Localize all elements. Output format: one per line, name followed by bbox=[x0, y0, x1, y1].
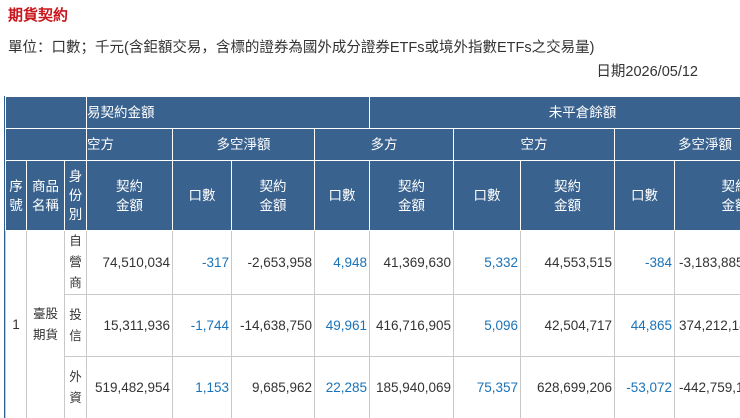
cell-identity: 自營商 bbox=[63, 230, 88, 295]
cell-oi-short-lots[interactable]: 5,332 bbox=[453, 230, 522, 295]
table-row: 1 臺股期貨 自營商 74,510,034 -317 -2,653,958 4,… bbox=[5, 230, 740, 418]
cell-oi-long-lots[interactable]: 49,961 bbox=[314, 294, 371, 357]
futures-table: 易契約金額 未平倉餘額 空方 多空淨額 多方 空方 多空淨額 序號 商品名稱 身… bbox=[5, 96, 740, 418]
header-short: 空方 bbox=[86, 128, 174, 161]
cell-seq: 1 bbox=[5, 230, 27, 418]
cell-oi-net-lots[interactable]: -53,072 bbox=[614, 356, 676, 418]
header-seq: 序號 bbox=[5, 160, 27, 231]
header-trading-group: 易契約金額 bbox=[86, 96, 371, 129]
table-row: 外資 519,482,954 1,153 9,685,962 22,285 18… bbox=[6, 356, 740, 418]
cell-oi-long-amount: 41,369,630 bbox=[369, 230, 455, 295]
header-short-amount: 契約金額 bbox=[86, 160, 174, 231]
header-oi-long: 多方 bbox=[314, 128, 455, 161]
cell-oi-net-lots[interactable]: -384 bbox=[614, 230, 676, 295]
cell-net-lots[interactable]: 1,153 bbox=[172, 356, 233, 418]
futures-table-container[interactable]: 易契約金額 未平倉餘額 空方 多空淨額 多方 空方 多空淨額 序號 商品名稱 身… bbox=[4, 96, 740, 418]
cell-identity: 投信 bbox=[63, 294, 88, 357]
header-net: 多空淨額 bbox=[172, 128, 316, 161]
cell-short-amount: 15,311,936 bbox=[86, 294, 174, 357]
cell-oi-short-lots[interactable]: 5,096 bbox=[453, 294, 522, 357]
cell-oi-net-amount: -3,183,885 bbox=[674, 230, 740, 295]
header-identity: 身份別 bbox=[63, 160, 88, 231]
header-oi-short: 空方 bbox=[453, 128, 616, 161]
header-oi-long-amount: 契約金額 bbox=[369, 160, 455, 231]
cell-product: 臺股期貨 bbox=[26, 230, 65, 418]
cell-oi-long-lots[interactable]: 4,948 bbox=[314, 230, 371, 295]
header-oi-short-amount: 契約金額 bbox=[520, 160, 616, 231]
cell-short-amount: 74,510,034 bbox=[86, 230, 174, 295]
report-date: 日期2026/05/12 bbox=[596, 64, 698, 80]
header-oi-long-lots: 口數 bbox=[314, 160, 371, 231]
cell-oi-long-amount: 185,940,069 bbox=[369, 356, 455, 418]
cell-oi-short-amount: 44,553,515 bbox=[520, 230, 616, 295]
page-title: 期貨契約 bbox=[8, 7, 69, 24]
cell-oi-net-amount: -442,759,137 bbox=[674, 356, 740, 418]
cell-oi-net-amount: 374,212,188 bbox=[674, 294, 740, 357]
cell-oi-long-amount: 416,716,905 bbox=[369, 294, 455, 357]
cell-short-amount: 519,482,954 bbox=[86, 356, 174, 418]
cell-net-amount: 9,685,962 bbox=[231, 356, 316, 418]
header-oi-net-amount: 契約金額 bbox=[674, 160, 740, 231]
cell-oi-short-amount: 628,699,206 bbox=[520, 356, 616, 418]
header-net-lots: 口數 bbox=[172, 160, 233, 231]
cell-net-amount: -2,653,958 bbox=[231, 230, 316, 295]
table-row: 投信 15,311,936 -1,744 -14,638,750 49,961 … bbox=[6, 294, 740, 357]
cell-oi-short-lots[interactable]: 75,357 bbox=[453, 356, 522, 418]
header-oi-net: 多空淨額 bbox=[614, 128, 740, 161]
cell-oi-short-amount: 42,504,717 bbox=[520, 294, 616, 357]
cell-oi-net-lots[interactable]: 44,865 bbox=[614, 294, 676, 357]
header-blank-2 bbox=[5, 128, 88, 161]
cell-net-lots[interactable]: -317 bbox=[172, 230, 233, 295]
cell-identity: 外資 bbox=[63, 356, 88, 418]
cell-net-lots[interactable]: -1,744 bbox=[172, 294, 233, 357]
unit-note: 單位：口數；千元(含鉅額交易，含標的證券為國外成分證券ETFs或境外指數ETFs… bbox=[8, 40, 595, 56]
cell-net-amount: -14,638,750 bbox=[231, 294, 316, 357]
header-blank bbox=[5, 96, 88, 129]
header-net-amount: 契約金額 bbox=[231, 160, 316, 231]
header-oi-short-lots: 口數 bbox=[453, 160, 522, 231]
header-open-interest-group: 未平倉餘額 bbox=[369, 96, 740, 129]
cell-oi-long-lots[interactable]: 22,285 bbox=[314, 356, 371, 418]
header-product: 商品名稱 bbox=[26, 160, 65, 231]
header-oi-net-lots: 口數 bbox=[614, 160, 676, 231]
